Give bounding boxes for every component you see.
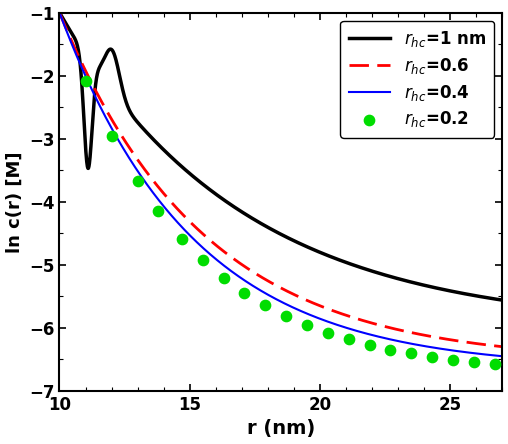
Y-axis label: ln c(r) [M]: ln c(r) [M] bbox=[6, 151, 23, 253]
$r_{hc}$=0.4 bbox=[486, 352, 492, 357]
$r_{hc}$=1 nm bbox=[272, 229, 278, 234]
$r_{hc}$=1 nm bbox=[79, 85, 85, 91]
$r_{hc}$=0.2 bbox=[387, 346, 395, 353]
Line: $r_{hc}$=1 nm: $r_{hc}$=1 nm bbox=[59, 12, 502, 300]
$r_{hc}$=1 nm bbox=[486, 295, 492, 301]
$r_{hc}$=0.6 bbox=[260, 275, 266, 281]
$r_{hc}$=0.2 bbox=[344, 336, 353, 343]
$r_{hc}$=0.4 bbox=[79, 66, 85, 71]
$r_{hc}$=0.2 bbox=[154, 207, 163, 214]
$r_{hc}$=0.2 bbox=[428, 353, 436, 361]
$r_{hc}$=1 nm bbox=[487, 295, 493, 301]
$r_{hc}$=0.4 bbox=[56, 10, 62, 15]
$r_{hc}$=0.2 bbox=[108, 133, 116, 140]
$r_{hc}$=0.2 bbox=[470, 358, 478, 365]
$r_{hc}$=0.2 bbox=[449, 356, 457, 363]
$r_{hc}$=0.2 bbox=[178, 235, 186, 242]
$r_{hc}$=0.6 bbox=[499, 344, 505, 349]
$r_{hc}$=0.4 bbox=[260, 289, 266, 295]
Line: $r_{hc}$=0.4: $r_{hc}$=0.4 bbox=[59, 12, 502, 356]
$r_{hc}$=0.6 bbox=[272, 282, 278, 287]
$r_{hc}$=0.2 bbox=[199, 256, 207, 263]
$r_{hc}$=0.6 bbox=[405, 329, 411, 335]
X-axis label: r (nm): r (nm) bbox=[247, 420, 315, 438]
$r_{hc}$=0.6 bbox=[79, 61, 85, 66]
$r_{hc}$=0.4 bbox=[405, 341, 411, 346]
$r_{hc}$=1 nm bbox=[499, 297, 505, 303]
$r_{hc}$=0.2 bbox=[240, 289, 248, 296]
$r_{hc}$=0.2 bbox=[303, 321, 311, 329]
Legend: $r_{hc}$=1 nm, $r_{hc}$=0.6, $r_{hc}$=0.4, $r_{hc}$=0.2: $r_{hc}$=1 nm, $r_{hc}$=0.6, $r_{hc}$=0.… bbox=[340, 21, 494, 138]
Line: $r_{hc}$=0.6: $r_{hc}$=0.6 bbox=[59, 12, 502, 347]
$r_{hc}$=1 nm bbox=[56, 10, 62, 15]
$r_{hc}$=1 nm bbox=[405, 279, 411, 284]
$r_{hc}$=0.4 bbox=[499, 353, 505, 359]
$r_{hc}$=0.2 bbox=[134, 178, 142, 185]
$r_{hc}$=0.2 bbox=[491, 361, 499, 368]
$r_{hc}$=1 nm bbox=[260, 222, 266, 227]
$r_{hc}$=0.6 bbox=[56, 10, 62, 15]
$r_{hc}$=0.4 bbox=[487, 352, 493, 357]
$r_{hc}$=0.2 bbox=[261, 302, 269, 309]
$r_{hc}$=0.2 bbox=[81, 77, 89, 84]
$r_{hc}$=0.6 bbox=[486, 342, 492, 348]
$r_{hc}$=0.2 bbox=[282, 313, 290, 320]
$r_{hc}$=0.2 bbox=[365, 341, 373, 349]
$r_{hc}$=0.4 bbox=[272, 296, 278, 301]
$r_{hc}$=0.2 bbox=[219, 274, 228, 281]
$r_{hc}$=0.2 bbox=[407, 350, 416, 357]
$r_{hc}$=0.2 bbox=[324, 329, 332, 337]
$r_{hc}$=0.6 bbox=[487, 343, 493, 348]
